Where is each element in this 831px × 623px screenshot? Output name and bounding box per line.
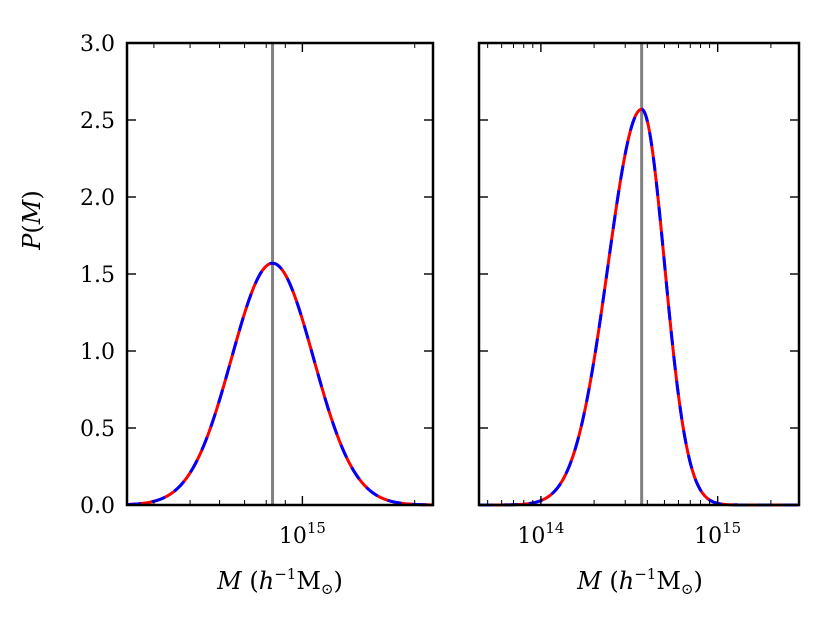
right-series-dashed-blue: [479, 107, 799, 507]
xlabel-exp: −1: [274, 565, 296, 583]
ylabel-open: (: [18, 224, 46, 233]
y-tick-label-1: 0.5: [80, 417, 115, 442]
y-tick-label-6: 3.0: [80, 32, 115, 57]
xlabel-close: ): [333, 567, 342, 595]
xlabel-h: h: [259, 567, 274, 595]
x-tick-label-1: 1015: [694, 519, 741, 549]
x-tick-label-0: 1015: [279, 519, 326, 549]
xlabel-var: M: [216, 567, 243, 595]
right-x-ticks: [487, 43, 772, 505]
xlabel-msun: M: [296, 567, 321, 595]
x-tick-label-0: 1014: [517, 519, 564, 549]
left-y-ticks: [127, 42, 433, 506]
left-x-tick-labels: 1015: [279, 519, 326, 549]
y-tick-label-0: 0.0: [80, 494, 115, 519]
y-tick-label-2: 1.0: [80, 340, 115, 365]
left-axes-frame: [125, 41, 435, 507]
ylabel-var: M: [18, 198, 46, 225]
x-tick-label-base: 10: [517, 524, 545, 549]
xlabel-h: h: [619, 567, 634, 595]
x-tick-label-base: 10: [279, 524, 307, 549]
ylabel-close: ): [18, 190, 46, 199]
right-axes-frame: [477, 41, 801, 507]
xlabel-sun: ⊙: [321, 580, 334, 598]
right-x-tick-labels: 1014 1015: [517, 519, 741, 549]
xlabel-close: ): [693, 567, 702, 595]
xlabel-var: M: [576, 567, 603, 595]
left-panel: 0.00.51.01.52.02.53.0 1015 P(M) M (h−1M⊙…: [18, 32, 435, 598]
right-series-solid-red: [479, 107, 799, 507]
x-tick-label-base: 10: [694, 524, 722, 549]
xlabel-exp: −1: [634, 565, 656, 583]
right-x-axis-label: M (h−1M⊙): [576, 565, 703, 598]
xlabel-open: (: [602, 567, 619, 595]
y-tick-label-4: 2.0: [80, 186, 115, 211]
left-series-solid-red: [126, 261, 434, 507]
ylabel-func: P: [18, 233, 46, 251]
xlabel-sun: ⊙: [681, 580, 694, 598]
xlabel-open: (: [242, 567, 259, 595]
left-y-tick-labels: 0.0 0.5 1.0 1.5 2.0 2.5 3.0: [80, 32, 115, 519]
x-tick-label-exp: 15: [722, 519, 741, 537]
left-series-dashed-blue: [126, 261, 434, 507]
x-tick-label-exp: 14: [545, 519, 564, 537]
left-y-axis-label: P(M): [18, 190, 46, 250]
left-x-axis-label: M (h−1M⊙): [216, 565, 343, 598]
y-tick-label-3: 1.5: [80, 263, 115, 288]
x-tick-label-exp: 15: [307, 519, 326, 537]
xlabel-msun: M: [656, 567, 681, 595]
right-panel: 1014 1015 M (h−1M⊙): [477, 41, 801, 598]
y-tick-label-5: 2.5: [80, 109, 115, 134]
